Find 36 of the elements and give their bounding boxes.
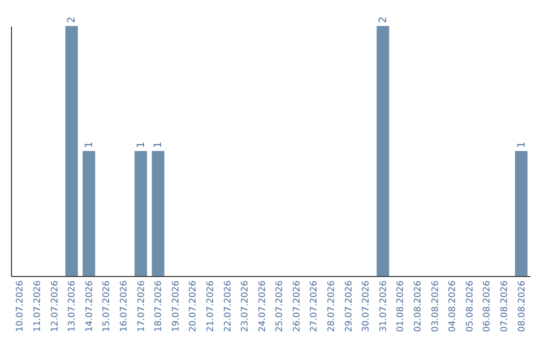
x-tick-label: 05.08.2026 <box>465 280 476 332</box>
x-tick-label: 02.08.2026 <box>414 280 424 332</box>
x-tick-label: 23.07.2026 <box>240 280 251 332</box>
x-tick-label: 31.07.2026 <box>378 280 389 332</box>
x-tick-label: 13.07.2026 <box>68 280 78 332</box>
x-tick-label: 25.07.2026 <box>275 280 286 332</box>
x-tick-label: 01.08.2026 <box>396 280 406 332</box>
data-label: 1 <box>153 142 164 148</box>
x-tick-label: 20.07.2026 <box>188 280 199 332</box>
x-tick-label: 24.07.2026 <box>258 280 268 332</box>
x-tick-label: 12.07.2026 <box>50 280 60 332</box>
data-label: 1 <box>84 142 95 148</box>
data-label: 1 <box>516 142 528 148</box>
x-tick-label: 08.08.2026 <box>517 280 528 332</box>
x-tick-label: 28.07.2026 <box>327 280 338 332</box>
x-tick-label: 11.07.2026 <box>33 280 44 332</box>
x-tick-label: 26.07.2026 <box>292 280 302 332</box>
x-tick-label: 27.07.2026 <box>310 280 320 332</box>
x-tick-label: 17.07.2026 <box>136 280 147 332</box>
x-tick-label: 21.07.2026 <box>206 280 216 332</box>
x-tick-label: 07.08.2026 <box>500 280 510 332</box>
x-tick-label: 10.07.2026 <box>16 280 26 332</box>
x-tick-label: 19.07.2026 <box>171 280 182 332</box>
data-label: 2 <box>378 16 389 23</box>
x-tick-label: 30.07.2026 <box>362 280 372 332</box>
x-tick-label: 16.07.2026 <box>120 280 130 332</box>
x-tick-label: 18.07.2026 <box>154 280 164 332</box>
x-tick-label: 03.08.2026 <box>430 280 441 332</box>
x-tick-label: 04.08.2026 <box>448 280 458 332</box>
x-tick-label: 29.07.2026 <box>344 280 354 332</box>
x-tick-label: 15.07.2026 <box>102 280 112 332</box>
data-label: 1 <box>136 142 147 148</box>
data-label: 2 <box>66 16 78 23</box>
x-tick-label: 06.08.2026 <box>482 280 493 332</box>
x-tick-label: 22.07.2026 <box>223 280 234 332</box>
x-tick-label: 14.07.2026 <box>84 280 95 332</box>
